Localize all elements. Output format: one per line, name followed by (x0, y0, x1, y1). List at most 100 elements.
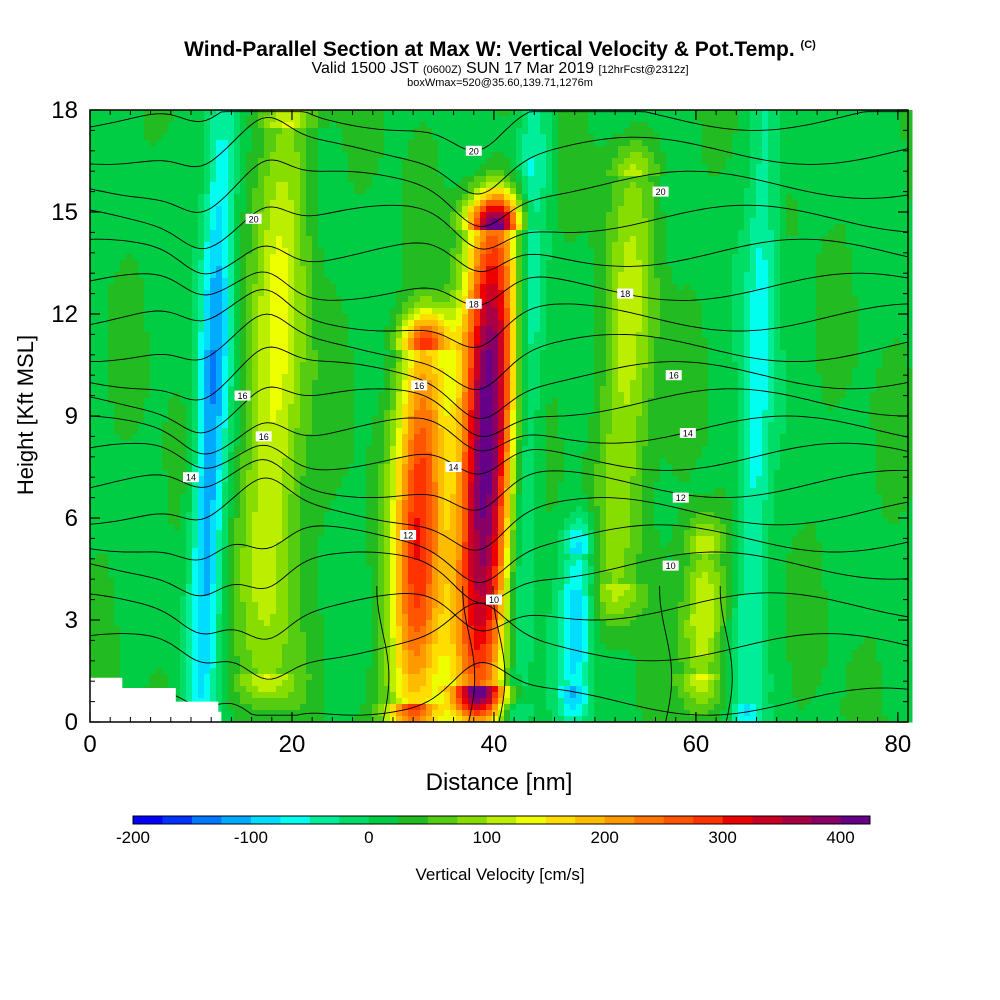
heatmap-cell (762, 230, 769, 237)
heatmap-cell (648, 254, 655, 261)
heatmap-cell (870, 128, 877, 135)
heatmap-cell (282, 146, 289, 153)
heatmap-cell (186, 206, 193, 213)
heatmap-cell (720, 194, 727, 201)
heatmap-cell (96, 110, 103, 117)
heatmap-cell (738, 218, 745, 225)
heatmap-cell (900, 158, 907, 165)
heatmap-cell (714, 248, 721, 255)
heatmap-cell (834, 134, 841, 141)
heatmap-cell (828, 140, 835, 147)
heatmap-cell (150, 224, 157, 231)
heatmap-cell (138, 242, 145, 249)
heatmap-cell (858, 290, 865, 297)
heatmap-cell (132, 302, 139, 309)
heatmap-cell (906, 272, 913, 279)
heatmap-cell (564, 248, 571, 255)
heatmap-cell (432, 260, 439, 267)
heatmap-cell (318, 290, 325, 297)
heatmap-cell (720, 284, 727, 291)
heatmap-cell (654, 230, 661, 237)
heatmap-cell (234, 248, 241, 255)
heatmap-cell (330, 278, 337, 285)
heatmap-cell (768, 272, 775, 279)
heatmap-cell (150, 152, 157, 159)
heatmap-cell (240, 140, 247, 147)
heatmap-cell (690, 248, 697, 255)
heatmap-cell (822, 164, 829, 171)
heatmap-cell (306, 242, 313, 249)
heatmap-cell (348, 152, 355, 159)
heatmap-cell (768, 206, 775, 213)
heatmap-cell (126, 146, 133, 153)
heatmap-cell (564, 188, 571, 195)
heatmap-cell (318, 128, 325, 135)
heatmap-cell (822, 128, 829, 135)
heatmap-cell (246, 278, 253, 285)
heatmap-cell (756, 134, 763, 141)
heatmap-cell (546, 116, 553, 123)
heatmap-cell (618, 212, 625, 219)
heatmap-cell (504, 230, 511, 237)
heatmap-cell (558, 212, 565, 219)
heatmap-cell (672, 194, 679, 201)
heatmap-cell (750, 272, 757, 279)
heatmap-cell (324, 254, 331, 261)
heatmap-cell (864, 218, 871, 225)
heatmap-cell (726, 278, 733, 285)
heatmap-cell (288, 266, 295, 273)
heatmap-cell (846, 134, 853, 141)
heatmap-cell (234, 200, 241, 207)
heatmap-cell (762, 254, 769, 261)
heatmap-cell (456, 128, 463, 135)
heatmap-cell (864, 158, 871, 165)
heatmap-cell (270, 116, 277, 123)
heatmap-cell (342, 236, 349, 243)
heatmap-cell (180, 152, 187, 159)
heatmap-cell (798, 116, 805, 123)
heatmap-cell (522, 224, 529, 231)
heatmap-cell (738, 122, 745, 129)
heatmap-cell (288, 260, 295, 267)
heatmap-cell (384, 260, 391, 267)
heatmap-cell (156, 200, 163, 207)
heatmap-cell (420, 272, 427, 279)
heatmap-cell (426, 296, 433, 303)
heatmap-cell (546, 140, 553, 147)
heatmap-cell (576, 320, 583, 327)
heatmap-cell (192, 110, 199, 117)
heatmap-cell (162, 284, 169, 291)
heatmap-cell (150, 284, 157, 291)
heatmap-cell (630, 206, 637, 213)
heatmap-cell (288, 248, 295, 255)
heatmap-cell (654, 284, 661, 291)
heatmap-cell (534, 140, 541, 147)
heatmap-cell (408, 224, 415, 231)
heatmap-cell (774, 194, 781, 201)
heatmap-cell (312, 236, 319, 243)
heatmap-cell (492, 176, 499, 183)
heatmap-cell (606, 128, 613, 135)
heatmap-cell (612, 290, 619, 297)
heatmap-cell (516, 140, 523, 147)
heatmap-cell (738, 194, 745, 201)
heatmap-cell (168, 326, 175, 333)
heatmap-cell (516, 266, 523, 273)
heatmap-cell (882, 170, 889, 177)
heatmap-cell (528, 302, 535, 309)
heatmap-cell (138, 128, 145, 135)
heatmap-cell (654, 290, 661, 297)
heatmap-cell (510, 230, 517, 237)
heatmap-cell (798, 314, 805, 321)
heatmap-cell (492, 290, 499, 297)
heatmap-cell (564, 254, 571, 261)
heatmap-cell (138, 308, 145, 315)
heatmap-cell (546, 152, 553, 159)
heatmap-cell (420, 230, 427, 237)
heatmap-cell (336, 170, 343, 177)
heatmap-cell (174, 230, 181, 237)
heatmap-cell (168, 290, 175, 297)
heatmap-cell (528, 164, 535, 171)
heatmap-cell (132, 296, 139, 303)
heatmap-cell (390, 242, 397, 249)
